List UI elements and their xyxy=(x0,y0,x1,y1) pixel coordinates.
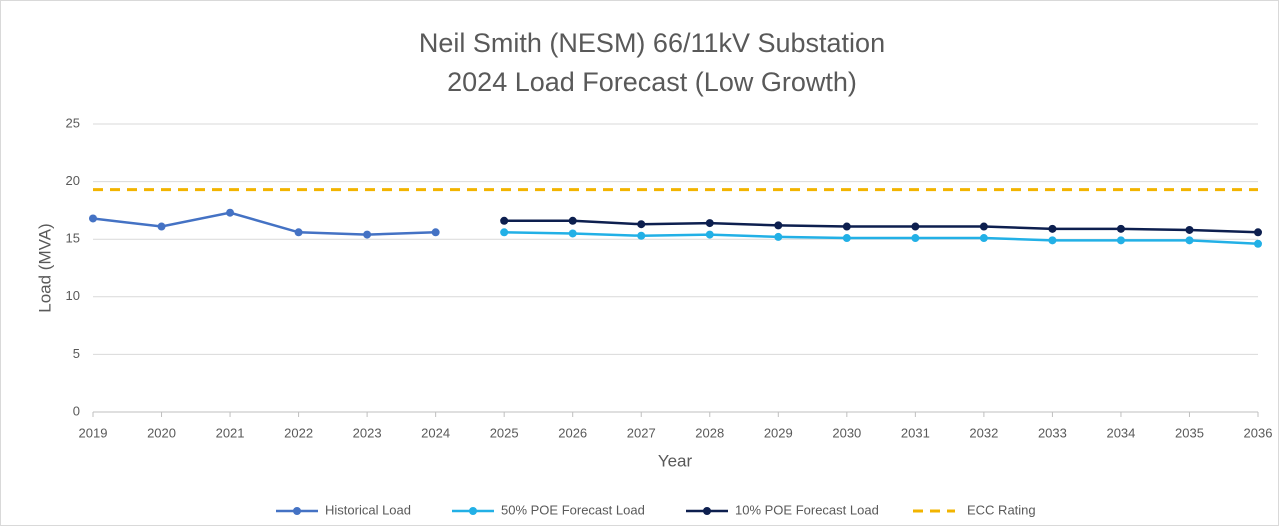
chart-title: Neil Smith (NESM) 66/11kV Substation xyxy=(419,28,885,58)
x-tick-label: 2026 xyxy=(558,425,587,440)
data-point xyxy=(774,232,783,241)
y-tick-label: 10 xyxy=(66,288,80,303)
y-tick-label: 0 xyxy=(73,403,80,418)
data-point xyxy=(1185,225,1194,234)
data-point xyxy=(1254,239,1262,248)
y-tick-label: 20 xyxy=(66,173,80,188)
x-tick-label: 2028 xyxy=(695,425,724,440)
x-axis-title: Year xyxy=(658,451,693,470)
data-point xyxy=(1116,224,1125,233)
data-point xyxy=(500,216,509,225)
data-point xyxy=(1185,236,1194,245)
series-line xyxy=(92,211,436,236)
data-point xyxy=(637,231,646,240)
x-tick-label: 2033 xyxy=(1038,425,1067,440)
data-point xyxy=(294,228,303,237)
legend-label: 50% POE Forecast Load xyxy=(501,502,645,517)
x-tick-label: 2034 xyxy=(1106,425,1135,440)
x-tick-label: 2027 xyxy=(627,425,656,440)
legend-marker xyxy=(469,507,477,515)
data-point xyxy=(979,222,988,231)
data-point xyxy=(1048,236,1057,245)
data-point xyxy=(842,234,851,243)
x-tick-label: 2030 xyxy=(832,425,861,440)
data-point xyxy=(500,228,509,237)
x-tick-label: 2035 xyxy=(1175,425,1204,440)
x-tick-label: 2029 xyxy=(764,425,793,440)
data-point xyxy=(431,228,440,237)
data-point xyxy=(911,234,920,243)
y-tick-label: 5 xyxy=(73,346,80,361)
data-point xyxy=(89,214,97,223)
x-tick-label: 2036 xyxy=(1244,425,1273,440)
x-tick-label: 2023 xyxy=(353,425,382,440)
legend-label: 10% POE Forecast Load xyxy=(735,502,879,517)
data-point xyxy=(911,222,920,231)
data-point xyxy=(363,230,372,239)
y-tick-label: 25 xyxy=(66,115,80,130)
data-point xyxy=(1048,224,1057,233)
x-tick-label: 2022 xyxy=(284,425,313,440)
chart-subtitle: 2024 Load Forecast (Low Growth) xyxy=(447,67,857,97)
x-tick-label: 2019 xyxy=(79,425,108,440)
data-point xyxy=(157,222,166,231)
legend-label: ECC Rating xyxy=(967,502,1036,517)
data-point xyxy=(568,216,577,225)
x-tick-label: 2024 xyxy=(421,425,450,440)
data-point xyxy=(705,219,714,228)
series-line xyxy=(504,231,1259,246)
data-point xyxy=(1254,228,1262,237)
y-tick-label: 15 xyxy=(66,231,80,246)
data-point xyxy=(979,234,988,243)
x-tick-label: 2025 xyxy=(490,425,519,440)
legend-marker xyxy=(703,507,711,515)
x-tick-label: 2032 xyxy=(969,425,998,440)
legend-label: Historical Load xyxy=(325,502,411,517)
data-point xyxy=(774,221,783,230)
data-point xyxy=(705,230,714,239)
data-point xyxy=(637,220,646,229)
x-tick-label: 2021 xyxy=(216,425,245,440)
legend-marker xyxy=(293,507,301,515)
data-point xyxy=(568,229,577,238)
y-axis-title: Load (MVA) xyxy=(35,223,54,312)
data-point xyxy=(1116,236,1125,245)
x-tick-label: 2020 xyxy=(147,425,176,440)
data-point xyxy=(842,222,851,231)
x-tick-label: 2031 xyxy=(901,425,930,440)
data-point xyxy=(226,208,235,217)
series-line xyxy=(504,219,1259,234)
